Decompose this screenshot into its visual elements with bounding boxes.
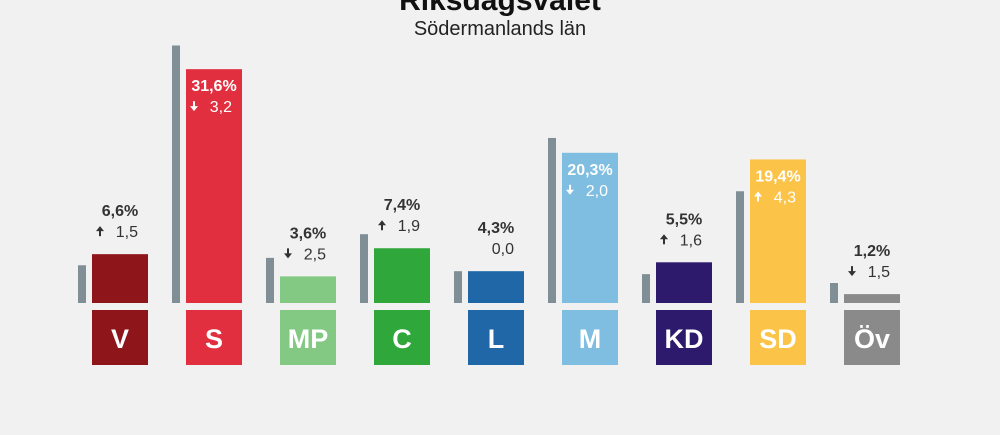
bar-m: [562, 152, 618, 303]
change-label-sd: 4,3: [774, 189, 796, 206]
value-label-v: 6,6%: [102, 203, 138, 220]
value-label-l: 4,3%: [478, 220, 514, 237]
party-box-m: [562, 310, 618, 365]
bar-sd: [750, 159, 806, 303]
party-box-sd: [750, 310, 806, 365]
party-box-c: [374, 310, 430, 365]
party-box-kd: [656, 310, 712, 365]
value-label-s: 31,6%: [191, 78, 236, 95]
bar-mp: [280, 276, 336, 303]
party-label-sd: SD: [759, 324, 797, 354]
party-label-kd: KD: [665, 324, 704, 354]
party-label-mp: MP: [288, 324, 329, 354]
change-arrow-v: [96, 226, 104, 237]
value-label-c: 7,4%: [384, 197, 420, 214]
party-label-ov: Öv: [854, 324, 890, 354]
change-arrow-sd: [754, 191, 762, 202]
previous-bar-v: [78, 265, 86, 303]
bar-c: [374, 248, 430, 303]
change-arrow-mp: [284, 248, 292, 259]
party-label-m: M: [579, 324, 602, 354]
previous-bar-kd: [642, 274, 650, 303]
change-label-c: 1,9: [398, 218, 420, 235]
value-label-sd: 19,4%: [755, 168, 800, 185]
previous-bar-s: [172, 45, 180, 303]
change-arrow-m: [566, 184, 574, 195]
party-label-v: V: [111, 324, 129, 354]
change-arrow-s: [190, 101, 198, 112]
value-label-kd: 5,5%: [666, 211, 702, 228]
value-label-ov: 1,2%: [854, 243, 890, 260]
previous-bar-l: [454, 271, 462, 303]
change-arrow-c: [378, 220, 386, 231]
previous-bar-ov: [830, 283, 838, 303]
value-label-mp: 3,6%: [290, 225, 326, 242]
change-label-ov: 1,5: [868, 264, 890, 281]
previous-bar-c: [360, 234, 368, 303]
previous-bar-sd: [736, 191, 744, 303]
change-label-m: 2,0: [586, 183, 608, 200]
value-label-m: 20,3%: [567, 162, 612, 179]
change-label-mp: 2,5: [304, 246, 326, 263]
previous-bar-m: [548, 137, 556, 303]
bar-v: [92, 254, 148, 303]
bar-kd: [656, 262, 712, 303]
previous-bar-mp: [266, 257, 274, 303]
change-arrow-ov: [848, 266, 856, 277]
bar-ov: [844, 294, 900, 303]
change-label-v: 1,5: [116, 224, 138, 241]
party-box-ov: [844, 310, 900, 365]
bar-l: [468, 271, 524, 303]
party-label-c: C: [392, 324, 412, 354]
party-label-s: S: [205, 324, 223, 354]
party-box-mp: [280, 310, 336, 365]
change-label-s: 3,2: [210, 99, 232, 116]
change-label-l: 0,0: [492, 241, 514, 258]
change-label-kd: 1,6: [680, 232, 702, 249]
chart-subtitle: Södermanlands län: [413, 18, 587, 40]
party-box-v: [92, 310, 148, 365]
change-arrow-kd: [660, 234, 668, 245]
party-box-l: [468, 310, 524, 365]
chart-title: Riksdagsvalet: [399, 0, 601, 17]
party-box-s: [186, 310, 242, 365]
party-label-l: L: [488, 324, 505, 354]
